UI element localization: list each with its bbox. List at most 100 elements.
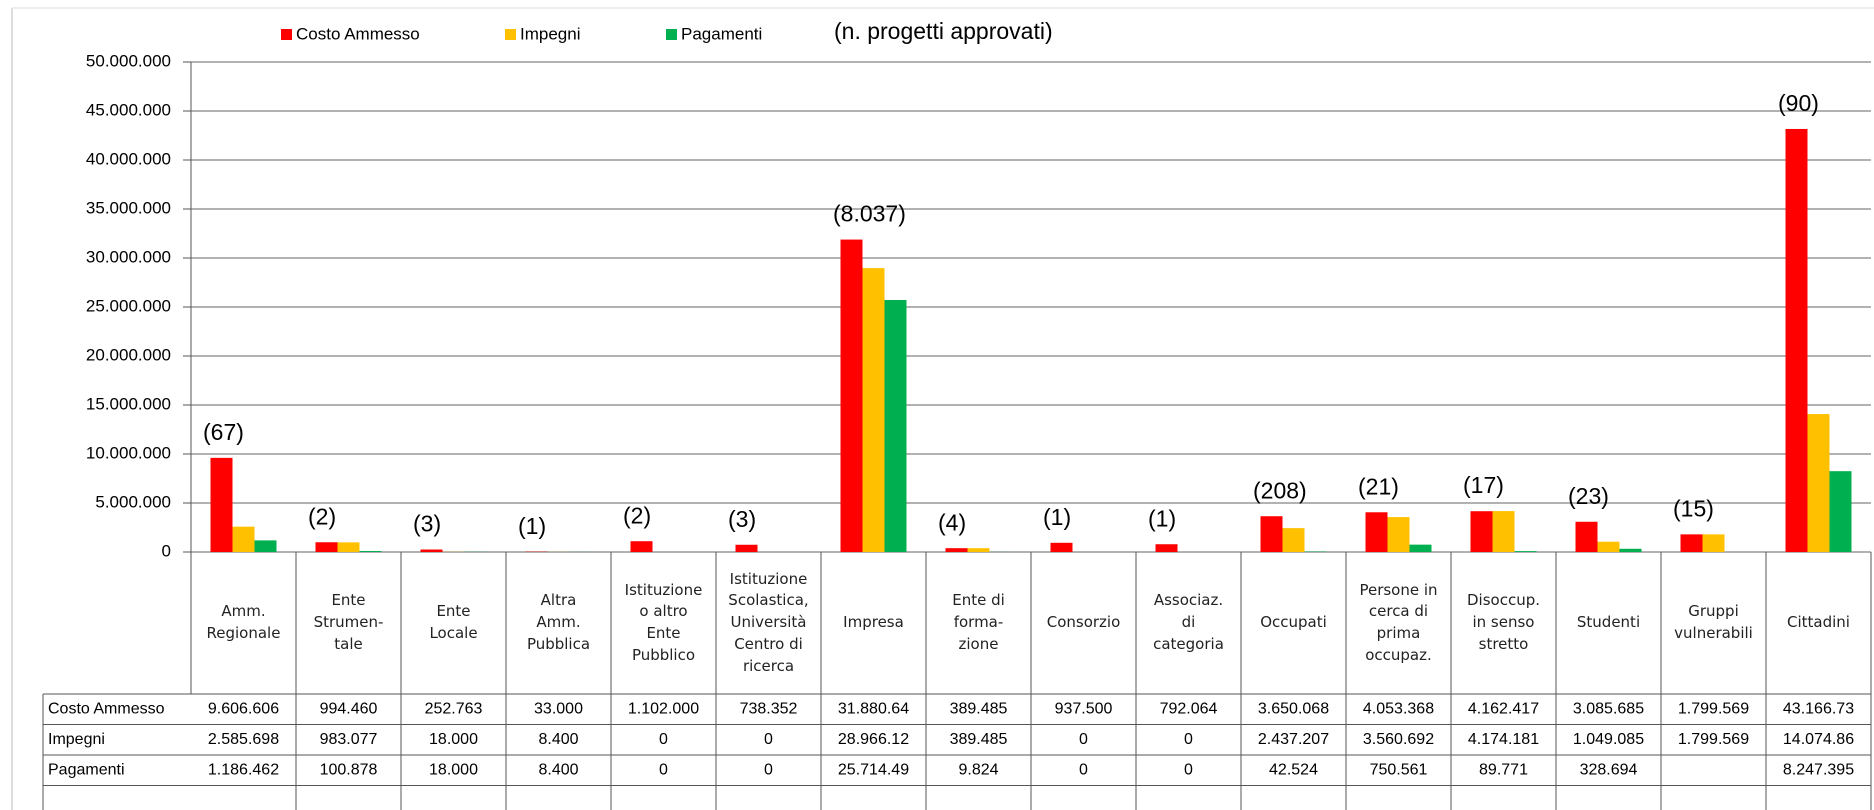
annotation: (67)	[203, 419, 244, 445]
legend-swatch	[505, 29, 516, 40]
bar	[967, 548, 990, 552]
table-cell: 89.771	[1479, 761, 1528, 778]
legend-label: Pagamenti	[681, 24, 762, 43]
category-label: Consorzio	[1046, 613, 1121, 632]
bar	[337, 542, 360, 552]
category-label: Cittadini	[1787, 613, 1850, 632]
annotation: (2)	[308, 503, 336, 529]
y-tick-label: 35.000.000	[86, 198, 171, 217]
annotation: (2)	[623, 502, 651, 528]
table-cell: 1.799.569	[1678, 731, 1749, 748]
bar	[1597, 541, 1620, 552]
table-cell: 0	[1184, 761, 1193, 778]
table-cell: 8.400	[538, 731, 578, 748]
bar	[1680, 534, 1703, 552]
bar	[1492, 511, 1515, 552]
category-label: Ente di forma- zione	[952, 591, 1005, 653]
table-cell: 2.585.698	[208, 731, 279, 748]
category-label: Ente Locale	[429, 602, 478, 642]
legend-label: Costo Ammesso	[296, 24, 420, 43]
category-label: Ente Strumen- tale	[313, 591, 384, 653]
table-cell: 8.247.395	[1783, 761, 1854, 778]
legend-label: Impegni	[520, 24, 580, 43]
note: (n. progetti approvati)	[834, 18, 1053, 44]
annotation: (1)	[518, 513, 546, 539]
y-tick-label: 15.000.000	[86, 394, 171, 413]
table-cell: 0	[764, 731, 773, 748]
row-header: Impegni	[48, 731, 105, 748]
table-cell: 9.824	[958, 761, 998, 778]
table-cell: 33.000	[534, 700, 583, 717]
table-cell: 937.500	[1055, 700, 1113, 717]
table-cell: 2.437.207	[1258, 731, 1329, 748]
y-tick-label: 30.000.000	[86, 247, 171, 266]
category-label: Disoccup. in senso stretto	[1466, 591, 1540, 653]
table-cell: 18.000	[429, 731, 478, 748]
y-tick-label: 50.000.000	[86, 51, 171, 70]
bar	[1365, 512, 1388, 552]
table-cell: 252.763	[425, 700, 483, 717]
table-cell: 983.077	[320, 731, 378, 748]
table-cell: 100.878	[320, 761, 378, 778]
annotation: (8.037)	[833, 201, 906, 227]
bar	[1514, 551, 1537, 552]
annotation: (4)	[938, 509, 966, 535]
bar	[1050, 542, 1073, 552]
row-header: Pagamenti	[48, 761, 125, 778]
category-label: Gruppi vulnerabili	[1674, 602, 1753, 642]
bar	[1829, 471, 1852, 552]
table-cell: 42.524	[1269, 761, 1318, 778]
table-cell: 9.606.606	[208, 700, 279, 717]
table-cell: 4.053.368	[1363, 700, 1434, 717]
table-cell: 43.166.73	[1783, 700, 1854, 717]
category-label: Istituzione Scolastica, Università Centr…	[728, 569, 809, 675]
category-label: Occupati	[1260, 613, 1327, 632]
bar	[1575, 521, 1598, 552]
row-header: Costo Ammesso	[48, 700, 165, 717]
table-cell: 0	[659, 761, 668, 778]
category-label: Impresa	[843, 613, 904, 632]
category-label: Associaz. di categoria	[1153, 591, 1224, 653]
table-cell: 25.714.49	[838, 761, 909, 778]
annotation: (17)	[1463, 472, 1504, 498]
bar	[1785, 128, 1808, 552]
y-tick-label: 20.000.000	[86, 345, 171, 364]
table-cell: 3.650.068	[1258, 700, 1329, 717]
table-cell: 994.460	[320, 700, 378, 717]
table-cell: 14.074.86	[1783, 731, 1854, 748]
bar	[884, 299, 907, 552]
bar	[1619, 548, 1642, 552]
y-tick-label: 45.000.000	[86, 100, 171, 119]
annotation: (1)	[1148, 505, 1176, 531]
bar	[1702, 534, 1725, 552]
category-label: Altra Amm. Pubblica	[526, 591, 591, 653]
table-cell: 31.880.64	[838, 700, 909, 717]
table-cell: 4.162.417	[1468, 700, 1539, 717]
table-cell: 0	[764, 761, 773, 778]
category-label: Amm. Regionale	[206, 602, 281, 642]
bar	[862, 268, 885, 552]
table-cell: 0	[659, 731, 668, 748]
table-cell: 750.561	[1370, 761, 1428, 778]
table-cell: 3.085.685	[1573, 700, 1644, 717]
table-cell: 1.186.462	[208, 761, 279, 778]
y-tick-label: 10.000.000	[86, 443, 171, 462]
table-cell: 1.799.569	[1678, 700, 1749, 717]
annotation: (208)	[1253, 477, 1307, 503]
legend-swatch	[666, 29, 677, 40]
bar	[945, 548, 968, 552]
annotation: (23)	[1568, 483, 1609, 509]
table-cell: 792.064	[1160, 700, 1218, 717]
table-cell: 0	[1079, 761, 1088, 778]
table-cell: 389.485	[950, 731, 1008, 748]
table-cell: 1.049.085	[1573, 731, 1644, 748]
bar	[630, 541, 653, 552]
bar	[1387, 517, 1410, 552]
category-label: Studenti	[1576, 613, 1641, 632]
table-cell: 738.352	[740, 700, 798, 717]
bar	[232, 526, 255, 552]
y-tick-label: 5.000.000	[95, 492, 171, 511]
y-tick-label: 25.000.000	[86, 296, 171, 315]
